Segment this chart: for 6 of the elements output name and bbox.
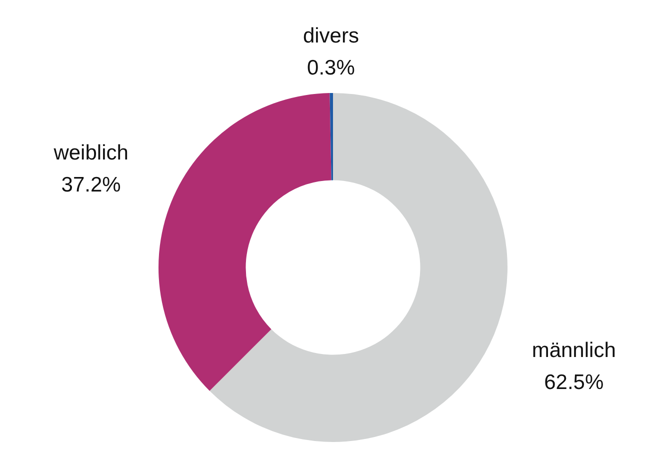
slice-label: weiblich — [52, 142, 128, 165]
data-label: 37.2% — [61, 174, 121, 197]
data-label: 62.5% — [544, 371, 604, 394]
data-label: 0.3% — [307, 56, 355, 80]
slice-label: divers — [302, 24, 359, 48]
slice-label: männlich — [532, 339, 616, 362]
